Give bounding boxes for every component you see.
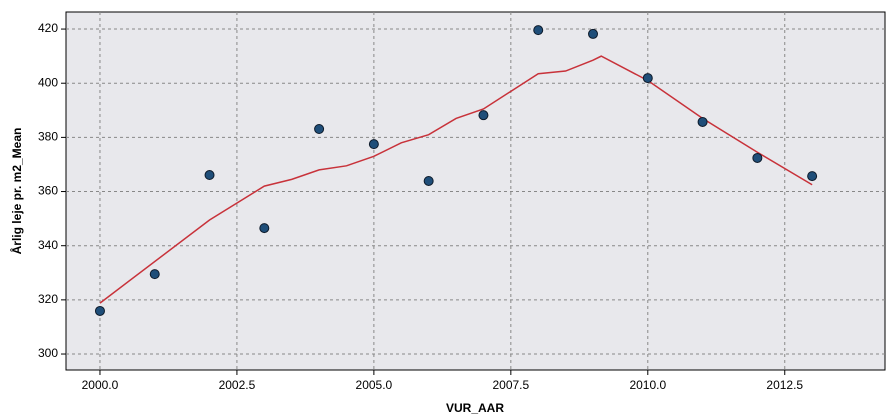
scatter-point <box>642 73 653 84</box>
scatter-point <box>423 175 434 186</box>
scatter-point <box>259 223 270 234</box>
x-tick-label: 2012.5 <box>766 378 803 392</box>
x-tick-label: 2010.0 <box>629 378 666 392</box>
y-tick-label: 420 <box>38 21 58 35</box>
scatter-point <box>94 305 105 316</box>
x-tick-label: 2000.0 <box>82 378 119 392</box>
x-tick-label: 2007.5 <box>492 378 529 392</box>
scatter-point <box>368 139 379 150</box>
y-tick-label: 340 <box>38 238 58 252</box>
y-tick-label: 400 <box>38 75 58 89</box>
scatter-point <box>752 152 763 163</box>
scatter-point <box>588 28 599 39</box>
scatter-point <box>314 123 325 134</box>
scatter-point <box>478 110 489 121</box>
scatter-point <box>149 269 160 280</box>
y-tick-label: 360 <box>38 184 58 198</box>
scatter-point <box>807 171 818 182</box>
scatter-point <box>533 25 544 36</box>
plot-area <box>65 11 886 371</box>
x-tick-label: 2005.0 <box>356 378 393 392</box>
y-tick-label: 380 <box>38 130 58 144</box>
scatter-point <box>204 170 215 181</box>
y-axis-label: Årlig leje pr. m2_Mean <box>9 128 24 255</box>
scatter-point <box>697 116 708 127</box>
x-axis-label: VUR_AAR <box>446 401 504 415</box>
y-tick-label: 300 <box>38 346 58 360</box>
x-tick-label: 2002.5 <box>219 378 256 392</box>
fit-line <box>99 55 813 304</box>
y-tick-label: 320 <box>38 292 58 306</box>
